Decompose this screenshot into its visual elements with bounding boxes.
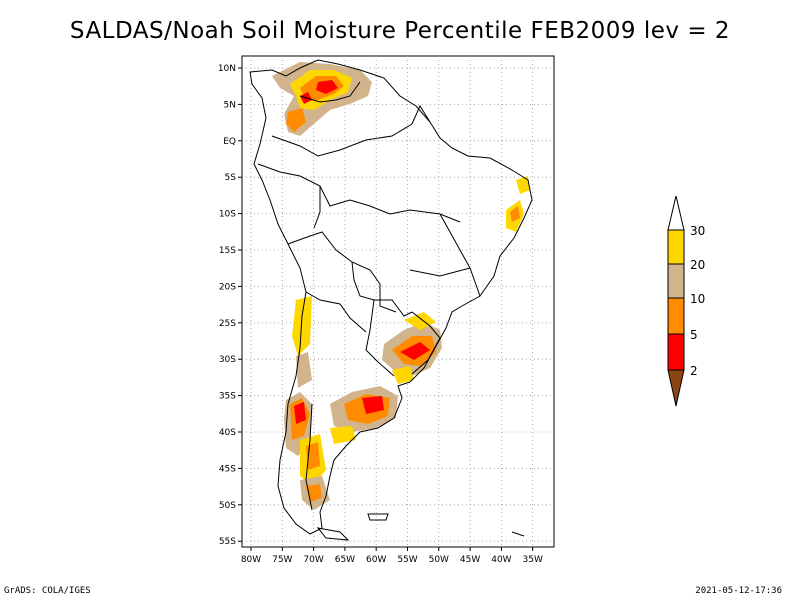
lon-tick-label: 80W <box>241 555 261 565</box>
legend-10-20-swatch <box>667 263 685 299</box>
lat-tick-label: 30S <box>219 355 236 365</box>
map-title: SALDAS/Noah Soil Moisture Percentile FEB… <box>69 18 731 44</box>
legend-5-10-swatch <box>667 297 685 335</box>
lon-tick-label: 65W <box>335 555 355 565</box>
lat-tick-label: 20S <box>219 282 236 292</box>
lon-tick-label: 60W <box>366 555 386 565</box>
lon-tick-label: 35W <box>523 555 543 565</box>
latitude-ticks: 10N 5N EQ 5S 10S 15S 20S 25S 30S 35S 40S 45S 50S 55S <box>218 64 242 547</box>
lat-tick-label: EQ <box>223 137 236 147</box>
lon-tick-label: 75W <box>272 555 292 565</box>
lat-tick-label: 50S <box>219 501 236 511</box>
legend-label-10: 10 <box>690 292 705 306</box>
legend-label-5: 5 <box>690 328 698 342</box>
lat-tick-label: 5S <box>225 173 237 183</box>
footer-timestamp: 2021-05-12-17:36 <box>695 586 782 596</box>
longitude-ticks: 80W 75W 70W 65W 60W 55W 50W 45W 40W 35W <box>241 547 543 565</box>
lat-tick-label: 15S <box>219 246 236 256</box>
lat-tick-label: 10S <box>219 210 236 220</box>
plot-frame <box>241 55 555 548</box>
lat-tick-label: 35S <box>219 392 236 402</box>
lat-tick-label: 45S <box>219 464 236 474</box>
color-legend: 30 20 10 5 2 <box>667 195 705 407</box>
legend-label-2: 2 <box>690 364 698 378</box>
lon-tick-label: 55W <box>397 555 417 565</box>
legend-below-2-triangle <box>667 369 685 407</box>
lon-tick-label: 40W <box>491 555 511 565</box>
coastline-borders <box>249 59 533 541</box>
lat-tick-label: 40S <box>219 428 236 438</box>
legend-20-30-swatch <box>667 229 685 265</box>
legend-label-30: 30 <box>690 224 705 238</box>
legend-above-30-triangle <box>667 195 685 231</box>
footer-grads-credit: GrADS: COLA/IGES <box>4 586 91 596</box>
legend-label-20: 20 <box>690 258 705 272</box>
lon-tick-label: 70W <box>303 555 323 565</box>
lon-tick-label: 45W <box>460 555 480 565</box>
lon-tick-label: 50W <box>429 555 449 565</box>
lat-tick-label: 25S <box>219 319 236 329</box>
legend-2-5-swatch <box>667 333 685 371</box>
lat-tick-label: 55S <box>219 537 236 547</box>
lat-tick-label: 5N <box>224 100 236 110</box>
lat-tick-label: 10N <box>218 64 236 74</box>
